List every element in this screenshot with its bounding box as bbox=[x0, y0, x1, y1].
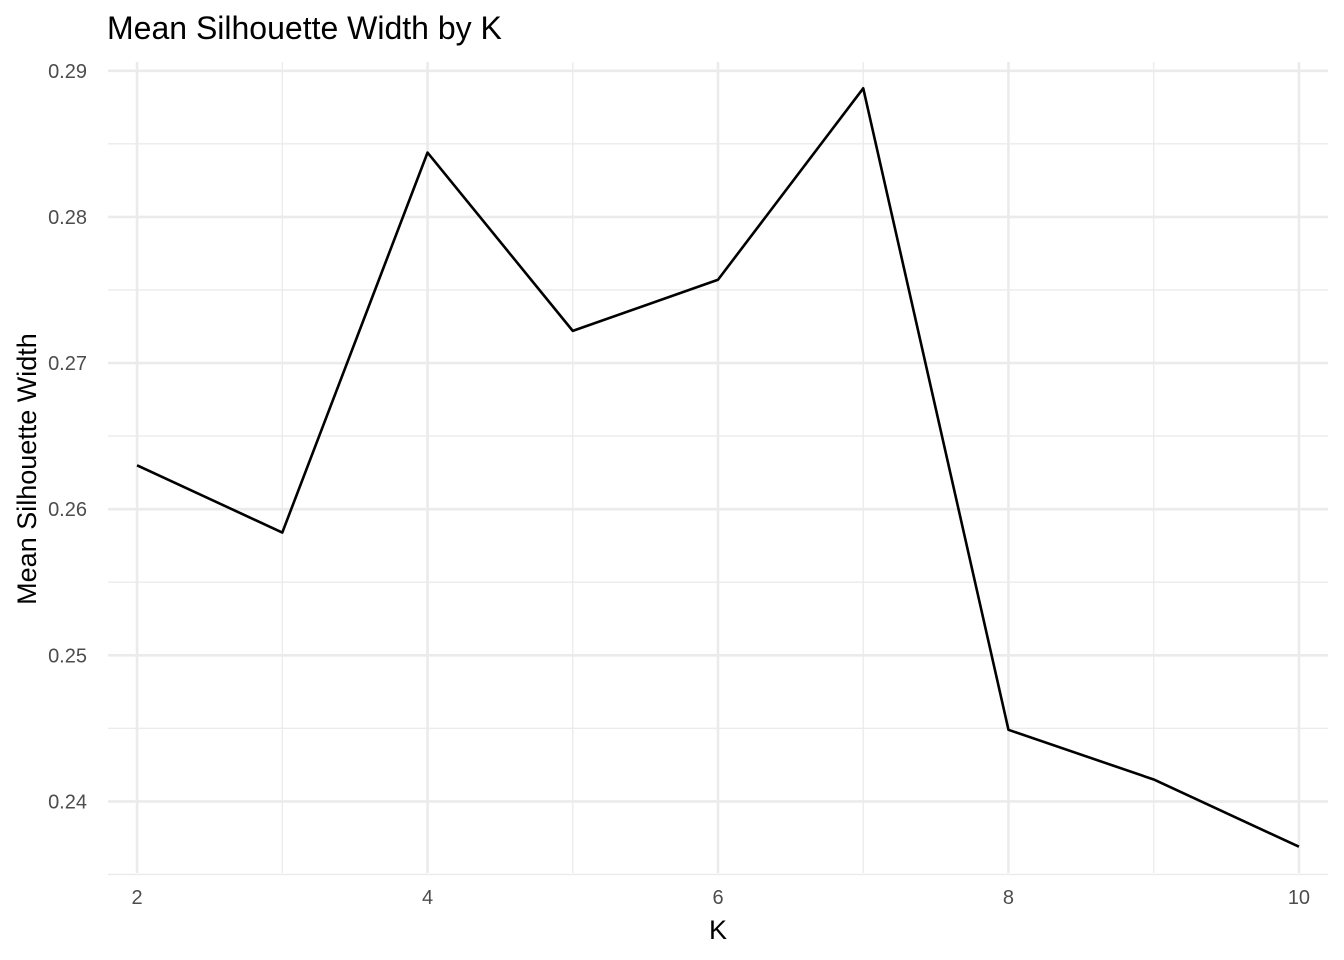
y-axis-title: Mean Silhouette Width bbox=[12, 333, 42, 605]
y-tick-label: 0.24 bbox=[48, 791, 87, 813]
x-tick-label: 4 bbox=[422, 887, 433, 909]
y-tick-label: 0.27 bbox=[48, 353, 87, 375]
x-axis-title: K bbox=[709, 915, 727, 945]
y-tick-label: 0.29 bbox=[48, 61, 87, 83]
y-axis-tick-labels: 0.24 0.25 0.26 0.27 0.28 0.29 bbox=[48, 61, 87, 814]
x-tick-label: 2 bbox=[131, 887, 142, 909]
y-tick-label: 0.25 bbox=[48, 645, 87, 667]
chart-title: Mean Silhouette Width by K bbox=[107, 10, 502, 46]
x-tick-label: 10 bbox=[1288, 887, 1310, 909]
x-tick-label: 6 bbox=[712, 887, 723, 909]
series-line bbox=[136, 87, 1300, 848]
series-layer bbox=[136, 87, 1300, 848]
y-tick-label: 0.28 bbox=[48, 207, 87, 229]
y-tick-label: 0.26 bbox=[48, 499, 87, 521]
x-axis-tick-labels: 2 4 6 8 10 bbox=[131, 887, 1310, 909]
major-gridlines bbox=[108, 62, 1328, 873]
x-tick-label: 8 bbox=[1003, 887, 1014, 909]
